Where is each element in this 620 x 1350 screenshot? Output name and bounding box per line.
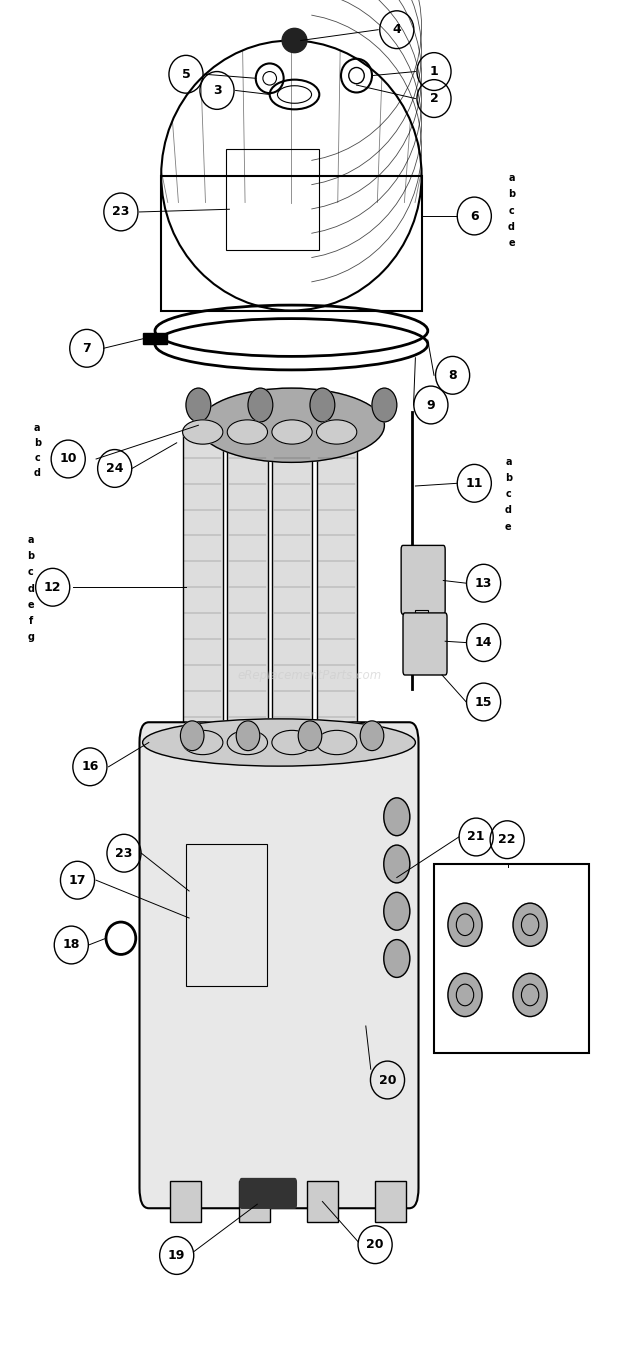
- Text: 20: 20: [366, 1238, 384, 1251]
- Text: a: a: [508, 173, 515, 184]
- FancyBboxPatch shape: [401, 545, 445, 614]
- Text: 10: 10: [60, 452, 77, 466]
- Ellipse shape: [316, 730, 356, 755]
- Ellipse shape: [182, 730, 223, 755]
- FancyBboxPatch shape: [239, 1181, 270, 1222]
- Ellipse shape: [180, 721, 204, 751]
- Text: 1: 1: [430, 65, 438, 78]
- Ellipse shape: [448, 973, 482, 1017]
- Text: f: f: [29, 616, 33, 626]
- FancyBboxPatch shape: [316, 432, 356, 742]
- Ellipse shape: [360, 721, 384, 751]
- Ellipse shape: [384, 845, 410, 883]
- Ellipse shape: [384, 892, 410, 930]
- Ellipse shape: [384, 940, 410, 977]
- Text: 8: 8: [448, 369, 457, 382]
- Text: 6: 6: [470, 209, 479, 223]
- Ellipse shape: [384, 798, 410, 836]
- Text: 24: 24: [106, 462, 123, 475]
- FancyBboxPatch shape: [170, 1181, 202, 1222]
- Text: 7: 7: [82, 342, 91, 355]
- Text: 20: 20: [379, 1073, 396, 1087]
- Ellipse shape: [513, 973, 547, 1017]
- Text: c: c: [505, 489, 511, 500]
- Text: 4: 4: [392, 23, 401, 36]
- Text: c: c: [34, 452, 40, 463]
- FancyBboxPatch shape: [272, 432, 312, 742]
- Text: 13: 13: [475, 576, 492, 590]
- Text: b: b: [27, 551, 35, 562]
- Text: 19: 19: [168, 1249, 185, 1262]
- Text: 22: 22: [498, 833, 516, 846]
- Text: eReplacementParts.com: eReplacementParts.com: [238, 668, 382, 682]
- Ellipse shape: [513, 903, 547, 946]
- Ellipse shape: [310, 389, 335, 421]
- Ellipse shape: [298, 721, 322, 751]
- FancyBboxPatch shape: [143, 333, 167, 344]
- Text: e: e: [28, 599, 34, 610]
- FancyBboxPatch shape: [307, 1181, 338, 1222]
- FancyBboxPatch shape: [240, 1179, 296, 1208]
- Ellipse shape: [186, 389, 211, 421]
- Text: d: d: [33, 467, 41, 478]
- Ellipse shape: [248, 389, 273, 421]
- Text: 18: 18: [63, 938, 80, 952]
- Text: a: a: [28, 535, 34, 545]
- Text: g: g: [27, 632, 35, 643]
- Text: d: d: [505, 505, 512, 516]
- Text: e: e: [505, 521, 511, 532]
- Text: 23: 23: [115, 846, 133, 860]
- Text: 23: 23: [112, 205, 130, 219]
- Text: c: c: [28, 567, 34, 578]
- Text: b: b: [33, 437, 41, 448]
- Text: 16: 16: [81, 760, 99, 774]
- Text: 21: 21: [467, 830, 485, 844]
- Ellipse shape: [272, 730, 312, 755]
- Ellipse shape: [228, 730, 268, 755]
- Text: 9: 9: [427, 398, 435, 412]
- Text: d: d: [508, 221, 515, 232]
- Text: b: b: [508, 189, 515, 200]
- Text: a: a: [505, 456, 511, 467]
- Text: c: c: [508, 205, 515, 216]
- FancyBboxPatch shape: [403, 613, 447, 675]
- Ellipse shape: [372, 389, 397, 421]
- Text: 12: 12: [44, 580, 61, 594]
- FancyBboxPatch shape: [375, 1181, 406, 1222]
- FancyBboxPatch shape: [140, 722, 419, 1208]
- Text: 15: 15: [475, 695, 492, 709]
- Text: 14: 14: [475, 636, 492, 649]
- Ellipse shape: [198, 389, 384, 462]
- Text: 17: 17: [69, 873, 86, 887]
- Text: a: a: [34, 423, 40, 433]
- Text: b: b: [505, 472, 512, 483]
- FancyBboxPatch shape: [228, 432, 268, 742]
- Text: e: e: [508, 238, 515, 248]
- Ellipse shape: [282, 28, 307, 53]
- Ellipse shape: [182, 420, 223, 444]
- Ellipse shape: [236, 721, 260, 751]
- Text: 3: 3: [213, 84, 221, 97]
- Text: 5: 5: [182, 68, 190, 81]
- Text: 11: 11: [466, 477, 483, 490]
- Ellipse shape: [448, 903, 482, 946]
- Ellipse shape: [143, 718, 415, 767]
- Text: 2: 2: [430, 92, 438, 105]
- Ellipse shape: [316, 420, 356, 444]
- FancyBboxPatch shape: [415, 610, 428, 632]
- FancyBboxPatch shape: [182, 432, 223, 742]
- Ellipse shape: [272, 420, 312, 444]
- Ellipse shape: [228, 420, 268, 444]
- Text: d: d: [27, 583, 35, 594]
